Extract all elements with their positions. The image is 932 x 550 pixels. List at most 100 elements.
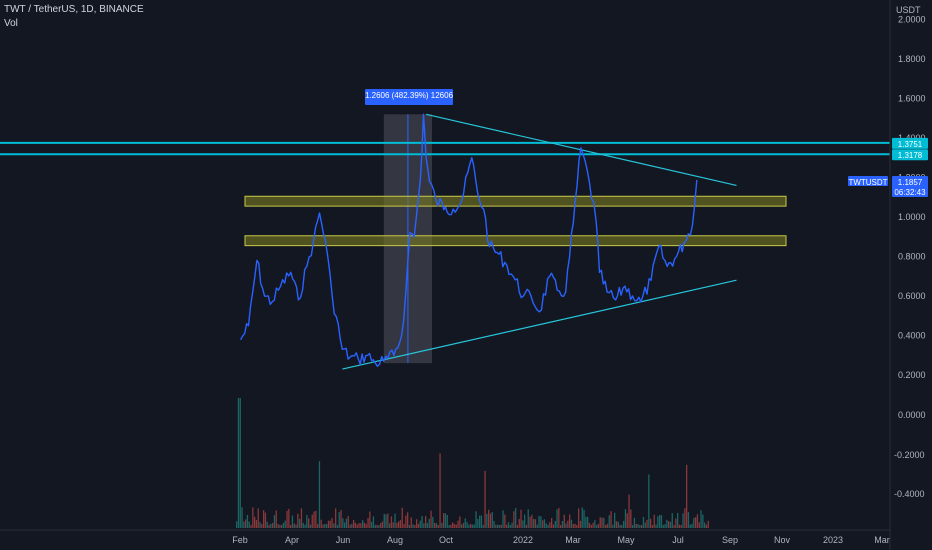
price-point bbox=[280, 285, 282, 287]
price-series-line[interactable] bbox=[240, 113, 698, 367]
level-tag-lower[interactable] bbox=[892, 149, 928, 161]
volume-bar bbox=[351, 523, 353, 528]
volume-bar bbox=[383, 513, 385, 528]
trendline-1[interactable] bbox=[342, 279, 737, 370]
volume-bar bbox=[619, 524, 621, 528]
symbol-header[interactable]: TWT / TetherUS, 1D, BINANCE bbox=[4, 4, 144, 15]
volume-bar bbox=[374, 524, 376, 528]
volume-bar bbox=[543, 519, 546, 528]
price-point bbox=[666, 265, 668, 267]
level-tag-lower-text: 1.3178 bbox=[898, 151, 923, 160]
volume-bar bbox=[380, 523, 382, 528]
volume-bar bbox=[428, 518, 430, 528]
volume-bar bbox=[545, 523, 547, 528]
time-axis-tick-label: 2023 bbox=[823, 535, 843, 545]
volume-bar bbox=[704, 522, 706, 528]
volume-indicator-label[interactable]: Vol bbox=[4, 18, 18, 29]
volume-bar bbox=[686, 464, 688, 528]
volume-bar bbox=[462, 523, 465, 528]
support-zone-2[interactable] bbox=[244, 235, 787, 247]
volume-bar bbox=[367, 518, 369, 528]
volume-bar bbox=[561, 521, 564, 528]
volume-bar bbox=[248, 521, 250, 528]
volume-bar bbox=[241, 507, 243, 528]
volume-bar bbox=[385, 514, 387, 528]
volume-bar bbox=[347, 515, 349, 528]
volume-bar bbox=[329, 520, 331, 528]
last-price-tag[interactable] bbox=[892, 176, 928, 197]
volume-bar bbox=[336, 524, 339, 528]
volume-bar bbox=[698, 522, 700, 528]
volume-bar bbox=[457, 520, 459, 528]
volume-bar bbox=[507, 522, 510, 528]
volume-bar bbox=[421, 516, 423, 528]
volume-bar bbox=[547, 524, 549, 528]
volume-bar bbox=[279, 524, 281, 528]
volume-bar bbox=[635, 524, 637, 528]
volume-bar bbox=[621, 524, 623, 528]
volume-bar bbox=[311, 514, 313, 528]
price-point bbox=[256, 259, 258, 262]
volume-bar bbox=[527, 509, 529, 528]
volume-bar bbox=[678, 524, 681, 528]
volume-bar bbox=[414, 524, 416, 528]
volume-bar bbox=[264, 512, 267, 528]
volume-bar bbox=[574, 523, 576, 528]
volume-bar bbox=[250, 524, 252, 528]
volume-bar bbox=[633, 517, 636, 528]
price-point bbox=[675, 255, 678, 258]
price-point bbox=[631, 295, 634, 297]
volume-bar bbox=[601, 517, 603, 528]
price-point bbox=[312, 240, 315, 242]
volume-bar bbox=[363, 522, 366, 528]
volume-bar bbox=[608, 515, 610, 528]
price-axis-tick-label: 2.0000 bbox=[898, 15, 926, 25]
volume-bar bbox=[308, 518, 310, 528]
volume-bar bbox=[342, 518, 344, 528]
volume-bar bbox=[518, 518, 520, 528]
volume-bar bbox=[671, 513, 673, 528]
volume-bar bbox=[369, 511, 371, 528]
volume-bar bbox=[396, 522, 398, 528]
price-point bbox=[606, 291, 608, 293]
volume-bar bbox=[288, 508, 290, 528]
support-zone-1[interactable] bbox=[244, 195, 787, 207]
volume-bar bbox=[338, 512, 340, 528]
volume-bar bbox=[327, 520, 330, 528]
volume-bar bbox=[439, 453, 441, 528]
volume-bar bbox=[615, 521, 618, 528]
volume-bar bbox=[309, 524, 312, 528]
symbol-tag[interactable] bbox=[848, 176, 888, 186]
price-point bbox=[419, 180, 421, 183]
level-tag-upper[interactable] bbox=[892, 137, 928, 149]
volume-bar bbox=[486, 513, 488, 528]
volume-bar bbox=[651, 524, 654, 528]
volume-bar bbox=[504, 514, 506, 528]
volume-bar bbox=[682, 513, 684, 528]
volume-bar bbox=[304, 524, 306, 528]
volume-bar bbox=[491, 512, 493, 528]
volume-bar bbox=[516, 524, 519, 528]
price-point bbox=[488, 246, 491, 248]
volume-bar bbox=[644, 522, 646, 528]
volume-bar bbox=[464, 518, 466, 528]
volume-bar bbox=[565, 523, 567, 528]
volume-bar bbox=[299, 518, 301, 528]
volume-bar bbox=[324, 523, 326, 528]
volume-bar bbox=[259, 522, 261, 528]
volume-bar bbox=[684, 508, 686, 528]
measure-label-tag[interactable] bbox=[365, 89, 453, 105]
volume-bar bbox=[603, 517, 605, 528]
volume-bar bbox=[673, 524, 675, 528]
volume-bar bbox=[489, 513, 492, 528]
price-point bbox=[413, 236, 415, 238]
volume-bar bbox=[506, 524, 508, 528]
price-point bbox=[650, 279, 652, 281]
measure-label-tag-text: 1.2606 (482.39%) 12606 bbox=[365, 91, 454, 100]
last-price-tag-text: 06:32:43 bbox=[894, 188, 926, 197]
volume-bar bbox=[432, 516, 434, 528]
volume-bar bbox=[340, 509, 342, 528]
volume-bar bbox=[583, 509, 585, 528]
volume-bar bbox=[252, 507, 254, 528]
